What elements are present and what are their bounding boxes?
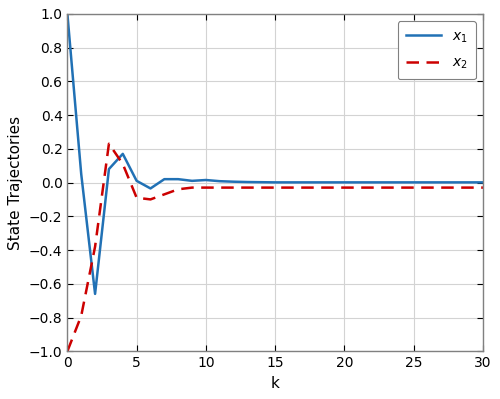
$x_2$ <box>356 185 362 190</box>
$x_1$ <box>314 180 320 185</box>
$x_1$ <box>356 180 362 185</box>
$x_2$ <box>397 185 403 190</box>
$x_1$ <box>230 179 236 184</box>
$x_1$ <box>272 180 278 185</box>
$x_2$ <box>300 185 306 190</box>
$x_1$ <box>92 292 98 296</box>
$x_1$ <box>424 180 430 185</box>
$x_1$ <box>286 180 292 185</box>
$x_2$ <box>438 185 444 190</box>
$x_1$ <box>397 180 403 185</box>
$x_2$ <box>92 244 98 249</box>
$x_1$ <box>258 180 264 185</box>
$x_1$ <box>134 178 140 183</box>
X-axis label: k: k <box>270 376 280 391</box>
$x_1$ <box>148 186 154 191</box>
$x_1$ <box>106 167 112 172</box>
$x_1$ <box>342 180 347 185</box>
$x_2$ <box>175 187 181 192</box>
Line: $x_1$: $x_1$ <box>68 14 483 294</box>
$x_2$ <box>134 196 140 200</box>
Line: $x_2$: $x_2$ <box>68 144 483 351</box>
Y-axis label: State Trajectories: State Trajectories <box>8 115 24 250</box>
$x_2$ <box>328 185 334 190</box>
$x_2$ <box>244 185 250 190</box>
$x_1$ <box>452 180 458 185</box>
$x_1$ <box>410 180 416 185</box>
$x_2$ <box>258 185 264 190</box>
$x_2$ <box>314 185 320 190</box>
$x_2$ <box>480 185 486 190</box>
$x_1$ <box>300 180 306 185</box>
$x_1$ <box>120 152 126 156</box>
$x_1$ <box>244 180 250 184</box>
$x_1$ <box>466 180 472 185</box>
$x_2$ <box>216 185 222 190</box>
$x_2$ <box>410 185 416 190</box>
$x_2$ <box>424 185 430 190</box>
$x_2$ <box>272 185 278 190</box>
$x_2$ <box>452 185 458 190</box>
$x_1$ <box>78 172 84 176</box>
$x_1$ <box>216 179 222 184</box>
$x_1$ <box>383 180 389 185</box>
$x_1$ <box>189 178 195 183</box>
$x_2$ <box>369 185 375 190</box>
$x_2$ <box>64 349 70 354</box>
$x_1$ <box>438 180 444 185</box>
$x_1$ <box>64 12 70 16</box>
$x_1$ <box>203 178 209 182</box>
$x_2$ <box>78 314 84 318</box>
$x_1$ <box>480 180 486 185</box>
$x_2$ <box>189 185 195 190</box>
$x_1$ <box>162 177 168 182</box>
$x_2$ <box>230 185 236 190</box>
$x_1$ <box>328 180 334 185</box>
$x_2$ <box>106 141 112 146</box>
$x_2$ <box>286 185 292 190</box>
$x_2$ <box>120 162 126 166</box>
$x_1$ <box>369 180 375 185</box>
Legend: $x_1$, $x_2$: $x_1$, $x_2$ <box>398 21 476 79</box>
$x_2$ <box>203 185 209 190</box>
$x_2$ <box>466 185 472 190</box>
$x_2$ <box>383 185 389 190</box>
$x_2$ <box>148 197 154 202</box>
$x_1$ <box>175 177 181 182</box>
$x_2$ <box>342 185 347 190</box>
$x_2$ <box>162 192 168 197</box>
